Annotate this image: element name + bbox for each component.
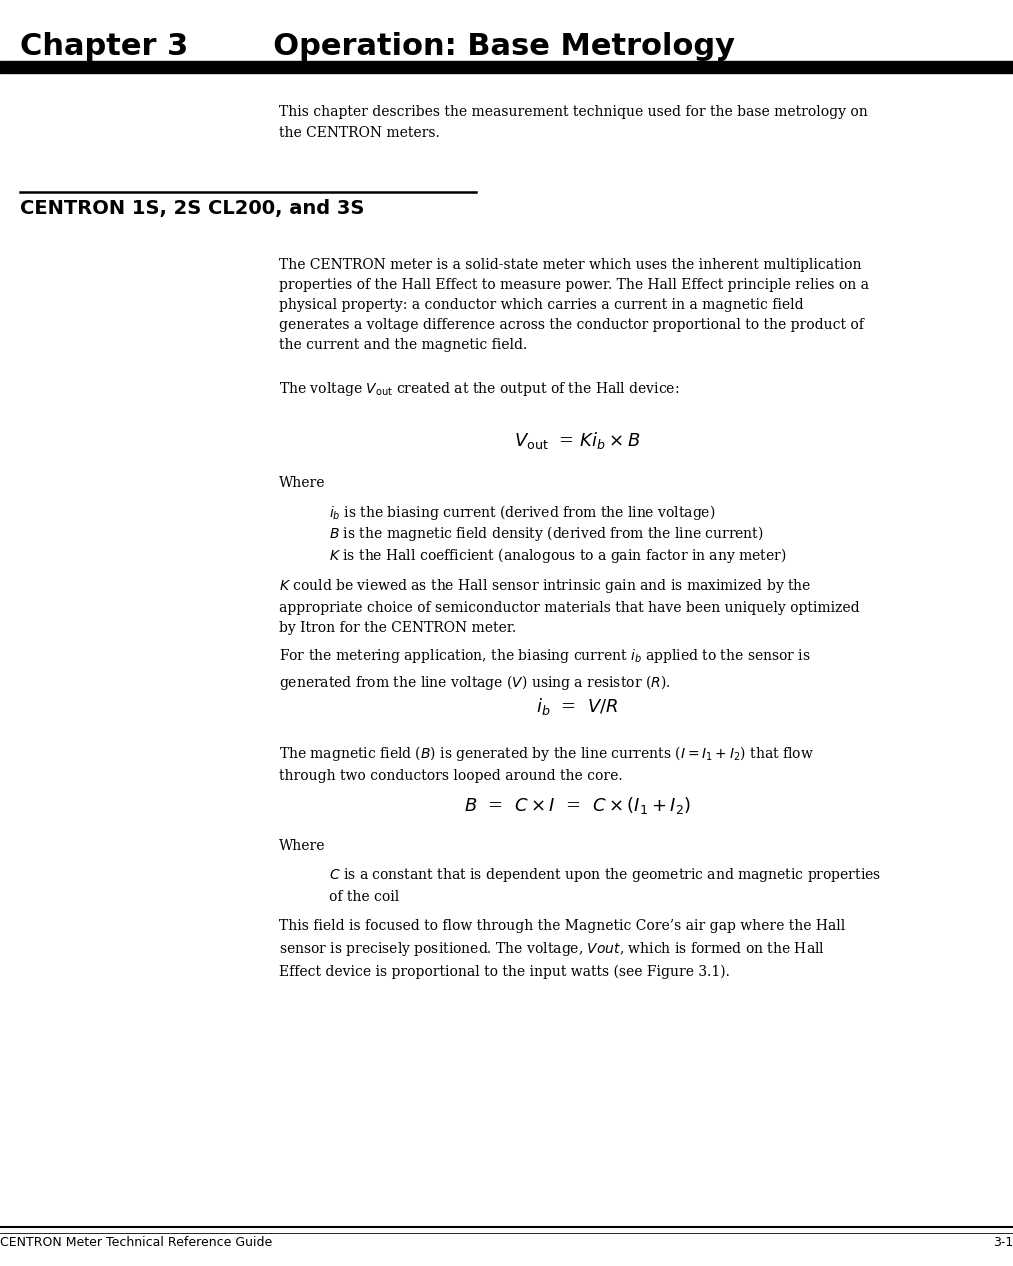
Text: Where: Where — [279, 476, 325, 490]
Text: The CENTRON meter is a solid-state meter which uses the inherent multiplication
: The CENTRON meter is a solid-state meter… — [279, 258, 868, 352]
Text: $\mathit{C}$ is a constant that is dependent upon the geometric and magnetic pro: $\mathit{C}$ is a constant that is depen… — [329, 866, 881, 904]
Text: $\mathit{B}$ is the magnetic field density (derived from the line current): $\mathit{B}$ is the magnetic field densi… — [329, 524, 764, 543]
Text: $\mathit{i}_b$  =  $V/R$: $\mathit{i}_b$ = $V/R$ — [536, 696, 619, 718]
Text: This field is focused to flow through the Magnetic Core’s air gap where the Hall: This field is focused to flow through th… — [279, 919, 845, 979]
Text: $\mathit{i}_b$ is the biasing current (derived from the line voltage): $\mathit{i}_b$ is the biasing current (d… — [329, 503, 715, 522]
Bar — [0, 61, 1013, 73]
Text: Where: Where — [279, 839, 325, 853]
Text: $V_\mathrm{out}$  = $\mathit{K}\mathit{i}_b\times \mathit{B}$: $V_\mathrm{out}$ = $\mathit{K}\mathit{i}… — [515, 430, 640, 452]
Text: The magnetic field ($\mathit{B}$) is generated by the line currents ($\mathit{I}: The magnetic field ($\mathit{B}$) is gen… — [279, 744, 813, 784]
Text: CENTRON 1S, 2S CL200, and 3S: CENTRON 1S, 2S CL200, and 3S — [20, 199, 365, 218]
Text: The voltage $V_{\mathrm{out}}$ created at the output of the Hall device:: The voltage $V_{\mathrm{out}}$ created a… — [279, 380, 679, 398]
Text: $\mathit{K}$ could be viewed as the Hall sensor intrinsic gain and is maximized : $\mathit{K}$ could be viewed as the Hall… — [279, 577, 859, 636]
Text: $\mathit{K}$ is the Hall coefficient (analogous to a gain factor in any meter): $\mathit{K}$ is the Hall coefficient (an… — [329, 546, 787, 565]
Text: 3-1: 3-1 — [993, 1236, 1013, 1248]
Text: Chapter 3        Operation: Base Metrology: Chapter 3 Operation: Base Metrology — [20, 32, 735, 61]
Text: This chapter describes the measurement technique used for the base metrology on
: This chapter describes the measurement t… — [279, 105, 867, 139]
Text: For the metering application, the biasing current $\mathit{i}_b$ applied to the : For the metering application, the biasin… — [279, 647, 810, 691]
Text: CENTRON Meter Technical Reference Guide: CENTRON Meter Technical Reference Guide — [0, 1236, 272, 1248]
Text: $\mathit{B}$  =  $C \times \mathit{I}$  =  $C \times (\mathit{I}_1 + \mathit{I}_: $\mathit{B}$ = $C \times \mathit{I}$ = $… — [464, 795, 691, 817]
